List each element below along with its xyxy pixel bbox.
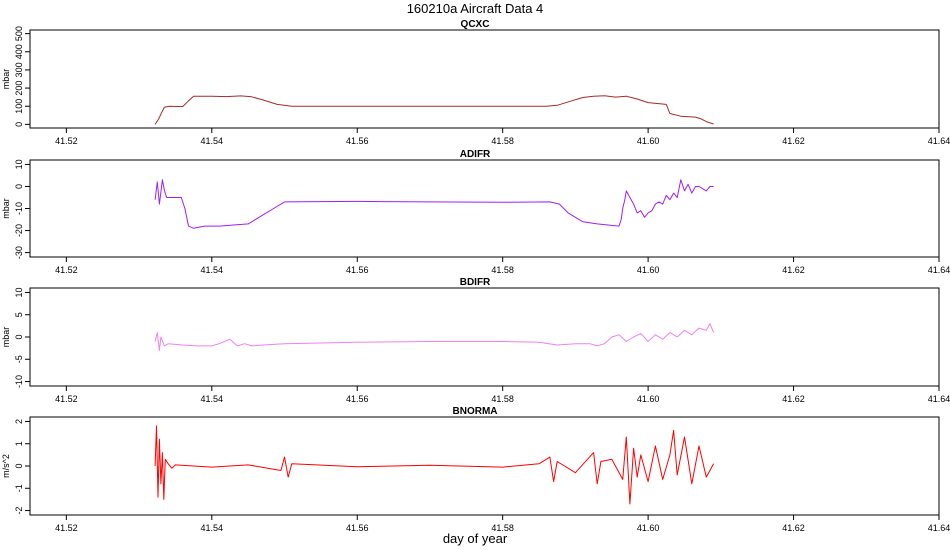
x-tick-label: 41.52 [55, 523, 78, 533]
x-tick-label: 41.52 [55, 136, 78, 146]
x-tick-label: 41.54 [201, 265, 224, 275]
plot-frame [29, 287, 940, 387]
panel-bdifr: BDIFR 41.52 41.54 41.56 41.58 41.60 41.62 41.64… [1, 277, 950, 404]
series-line-bnorma [154, 425, 715, 505]
y-tick-label: -30 [14, 246, 24, 259]
y-axis-label: mbar [1, 69, 11, 90]
x-tick-label: 41.62 [782, 265, 805, 275]
x-tick-label: 41.54 [201, 523, 224, 533]
panel-qcxc: QCXC 41.52 41.54 41.56 41.58 41.60 41.62 41.64 0… [1, 19, 950, 146]
y-tick-label: -1 [14, 484, 24, 492]
y-tick-label: 0 [14, 122, 24, 127]
y-tick-label: -10 [14, 375, 24, 388]
y-tick-label: 10 [14, 159, 24, 169]
x-tick-label: 41.64 [928, 394, 950, 404]
y-axis-label: mbar [1, 327, 11, 348]
y-tick-label: -10 [14, 202, 24, 215]
y-tick-label: 300 [14, 62, 24, 77]
y-axis-label: m/s^2 [1, 454, 11, 478]
x-tick-label: 41.58 [491, 394, 514, 404]
series-line-adifr [154, 179, 714, 229]
x-tick-label: 41.56 [346, 523, 369, 533]
y-tick-label: 400 [14, 44, 24, 59]
x-tick-label: 41.54 [201, 394, 224, 404]
x-tick-label: 41.56 [346, 394, 369, 404]
y-axis-label: mbar [1, 198, 11, 219]
series-line-qcxc [154, 95, 714, 125]
y-tick-label: 2 [14, 419, 24, 424]
panel-adifr: ADIFR 41.52 41.54 41.56 41.58 41.60 41.62 41.64… [1, 149, 950, 275]
x-tick-label: 41.62 [782, 136, 805, 146]
series-line-bdifr [154, 323, 715, 351]
plot-frame [29, 29, 940, 129]
x-tick-label: 41.60 [637, 136, 660, 146]
chart-panels: QCXC 41.52 41.54 41.56 41.58 41.60 41.62 41.64 0… [1, 19, 950, 533]
y-tick-label: -5 [14, 355, 24, 363]
x-tick-label: 41.60 [637, 523, 660, 533]
y-tick-label: 5 [14, 312, 24, 317]
panel-title: BDIFR [460, 277, 491, 288]
y-tick-label: 10 [14, 287, 24, 297]
y-tick-label: -20 [14, 224, 24, 237]
y-tick-label: 200 [14, 81, 24, 96]
y-tick-label: 0 [14, 463, 24, 468]
y-tick-label: 500 [14, 26, 24, 41]
x-tick-label: 41.60 [637, 394, 660, 404]
figure-title: 160210a Aircraft Data 4 [407, 1, 544, 16]
x-tick-label: 41.58 [491, 265, 514, 275]
x-tick-label: 41.56 [346, 265, 369, 275]
y-tick-label: 1 [14, 441, 24, 446]
x-tick-label: 41.52 [55, 265, 78, 275]
x-tick-label: 41.62 [782, 394, 805, 404]
x-tick-label: 41.64 [928, 523, 950, 533]
x-tick-label: 41.56 [346, 136, 369, 146]
x-tick-label: 41.64 [928, 136, 950, 146]
x-axis-label: day of year [443, 531, 508, 546]
panel-bnorma: BNORMA 41.52 41.54 41.56 41.58 41.60 41.62 41.6… [1, 406, 950, 533]
y-tick-label: -2 [14, 507, 24, 515]
plot-frame [29, 159, 940, 258]
y-tick-label: 100 [14, 99, 24, 114]
x-tick-label: 41.52 [55, 394, 78, 404]
plot-frame [29, 416, 940, 516]
panel-title: BNORMA [453, 406, 498, 417]
panel-title: ADIFR [460, 149, 491, 160]
y-tick-label: 0 [14, 184, 24, 189]
x-tick-label: 41.62 [782, 523, 805, 533]
x-tick-label: 41.58 [491, 136, 514, 146]
panel-title: QCXC [461, 19, 490, 30]
x-tick-label: 41.60 [637, 265, 660, 275]
x-tick-label: 41.58 [491, 523, 514, 533]
x-tick-label: 41.54 [201, 136, 224, 146]
x-tick-label: 41.64 [928, 265, 950, 275]
y-tick-label: 0 [14, 334, 24, 339]
